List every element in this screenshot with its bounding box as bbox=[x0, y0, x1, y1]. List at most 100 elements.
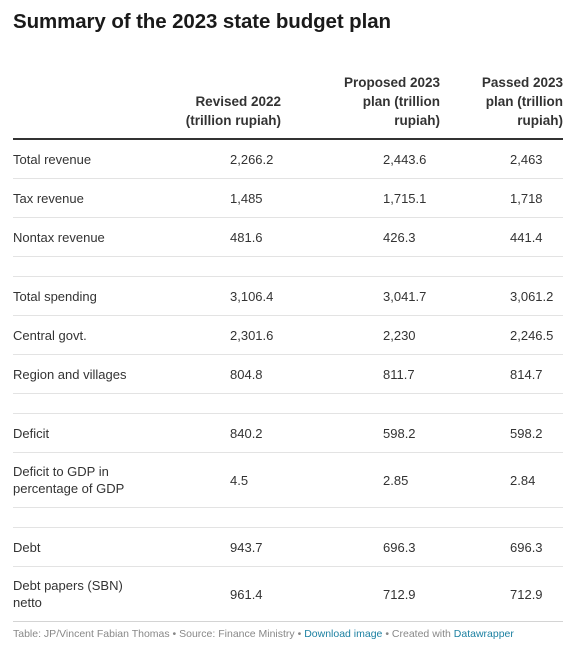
spacer-cell bbox=[173, 256, 283, 277]
value-revised: 2,301.6 bbox=[230, 327, 274, 343]
value-passed: 3,061.2 bbox=[510, 288, 554, 304]
table-row: Central govt. 2,301.6 2,230 2,246.5 bbox=[13, 315, 563, 355]
header-label bbox=[13, 64, 173, 140]
table-row: Total revenue 2,266.2 2,443.6 2,463 bbox=[13, 139, 563, 179]
value-passed: 441.4 bbox=[510, 229, 543, 245]
header-passed-2023: Passed 2023 plan (trillion rupiah) bbox=[443, 64, 563, 140]
cell-proposed: 598.2 bbox=[283, 413, 443, 453]
spacer-row bbox=[13, 393, 563, 414]
cell-revised: 2,266.2 bbox=[173, 139, 283, 179]
row-label-total-revenue: Total revenue bbox=[13, 139, 173, 179]
value-passed: 598.2 bbox=[510, 425, 543, 441]
footer-source: Table: JP/Vincent Fabian Thomas • Source… bbox=[13, 628, 305, 640]
budget-table: Revised 2022 (trillion rupiah) Proposed … bbox=[13, 64, 563, 622]
value-proposed: 598.2 bbox=[383, 425, 416, 441]
header-revised-line1: Revised 2022 bbox=[195, 94, 281, 109]
cell-passed: 814.7 bbox=[443, 354, 563, 394]
value-proposed: 712.9 bbox=[383, 586, 416, 602]
header-proposed-line3: rupiah) bbox=[394, 113, 440, 128]
cell-proposed: 2.85 bbox=[283, 452, 443, 508]
cell-revised: 481.6 bbox=[173, 217, 283, 257]
cell-passed: 696.3 bbox=[443, 527, 563, 567]
value-passed: 2.84 bbox=[510, 472, 536, 488]
value-proposed: 2,443.6 bbox=[383, 151, 427, 167]
spacer-row bbox=[13, 256, 563, 277]
cell-revised: 2,301.6 bbox=[173, 315, 283, 355]
cell-passed: 1,718 bbox=[443, 178, 563, 218]
row-label-line1: Debt papers (SBN) bbox=[13, 578, 123, 593]
value-proposed: 1,715.1 bbox=[383, 190, 427, 206]
header-revised-2022: Revised 2022 (trillion rupiah) bbox=[173, 64, 283, 140]
cell-passed: 2,463 bbox=[443, 139, 563, 179]
cell-passed: 2,246.5 bbox=[443, 315, 563, 355]
row-label-nontax-revenue: Nontax revenue bbox=[13, 217, 173, 257]
value-proposed: 2.85 bbox=[383, 472, 409, 488]
cell-proposed: 1,715.1 bbox=[283, 178, 443, 218]
row-label-line2: percentage of GDP bbox=[13, 481, 125, 496]
row-label-tax-revenue: Tax revenue bbox=[13, 178, 173, 218]
spacer-cell bbox=[283, 393, 443, 414]
header-passed-line1: Passed 2023 bbox=[481, 75, 563, 90]
table-row: Region and villages 804.8 811.7 814.7 bbox=[13, 354, 563, 394]
row-label-line1: Deficit to GDP in bbox=[13, 464, 109, 479]
download-image-link[interactable]: Download image bbox=[304, 628, 383, 640]
value-proposed: 811.7 bbox=[383, 366, 415, 382]
spacer-cell bbox=[13, 256, 173, 277]
spacer-row bbox=[13, 507, 563, 528]
header-row: Revised 2022 (trillion rupiah) Proposed … bbox=[13, 64, 563, 140]
value-passed: 1,718 bbox=[510, 190, 543, 206]
footer-created: • Created with bbox=[382, 628, 454, 640]
row-label-debt-papers: Debt papers (SBN) netto bbox=[13, 566, 173, 622]
datawrapper-link[interactable]: Datawrapper bbox=[453, 628, 514, 640]
spacer-cell bbox=[443, 256, 563, 277]
value-revised: 840.2 bbox=[230, 425, 263, 441]
header-revised-line2: (trillion rupiah) bbox=[185, 113, 281, 128]
value-revised: 481.6 bbox=[230, 229, 263, 245]
table-row: Total spending 3,106.4 3,041.7 3,061.2 bbox=[13, 276, 563, 316]
value-proposed: 696.3 bbox=[383, 539, 416, 555]
table-row: Deficit to GDP in percentage of GDP 4.5 … bbox=[13, 452, 563, 508]
spacer-cell bbox=[283, 256, 443, 277]
cell-passed: 2.84 bbox=[443, 452, 563, 508]
row-label-total-spending: Total spending bbox=[13, 276, 173, 316]
row-label-debt: Debt bbox=[13, 527, 173, 567]
value-passed: 712.9 bbox=[510, 586, 543, 602]
cell-revised: 943.7 bbox=[173, 527, 283, 567]
value-passed: 2,246.5 bbox=[510, 327, 554, 343]
value-passed: 814.7 bbox=[510, 366, 543, 382]
cell-proposed: 811.7 bbox=[283, 354, 443, 394]
header-proposed-line1: Proposed 2023 bbox=[343, 75, 440, 90]
value-passed: 696.3 bbox=[510, 539, 543, 555]
value-revised: 4.5 bbox=[230, 472, 249, 488]
row-label-line2: netto bbox=[13, 595, 42, 610]
cell-proposed: 3,041.7 bbox=[283, 276, 443, 316]
spacer-cell bbox=[283, 507, 443, 528]
row-label-region-and-villages: Region and villages bbox=[13, 354, 173, 394]
header-passed-line2: plan (trillion bbox=[485, 94, 563, 109]
spacer-cell bbox=[173, 507, 283, 528]
value-proposed: 3,041.7 bbox=[383, 288, 427, 304]
table-row: Debt 943.7 696.3 696.3 bbox=[13, 527, 563, 567]
footer: Table: JP/Vincent Fabian Thomas • Source… bbox=[13, 628, 514, 640]
row-label-central-govt: Central govt. bbox=[13, 315, 173, 355]
spacer-cell bbox=[13, 393, 173, 414]
row-label-deficit-to-gdp: Deficit to GDP in percentage of GDP bbox=[13, 452, 173, 508]
value-passed: 2,463 bbox=[510, 151, 543, 167]
table-row: Deficit 840.2 598.2 598.2 bbox=[13, 413, 563, 453]
header-proposed-2023: Proposed 2023 plan (trillion rupiah) bbox=[283, 64, 443, 140]
value-proposed: 426.3 bbox=[383, 229, 416, 245]
header-passed-line3: rupiah) bbox=[517, 113, 563, 128]
value-revised: 961.4 bbox=[230, 586, 263, 602]
cell-proposed: 712.9 bbox=[283, 566, 443, 622]
cell-proposed: 426.3 bbox=[283, 217, 443, 257]
table-row: Tax revenue 1,485 1,715.1 1,718 bbox=[13, 178, 563, 218]
value-revised: 943.7 bbox=[230, 539, 263, 555]
header-proposed-line2: plan (trillion bbox=[362, 94, 440, 109]
row-label-deficit: Deficit bbox=[13, 413, 173, 453]
spacer-cell bbox=[13, 507, 173, 528]
spacer-cell bbox=[443, 393, 563, 414]
cell-passed: 3,061.2 bbox=[443, 276, 563, 316]
spacer-cell bbox=[443, 507, 563, 528]
cell-passed: 598.2 bbox=[443, 413, 563, 453]
cell-revised: 804.8 bbox=[173, 354, 283, 394]
